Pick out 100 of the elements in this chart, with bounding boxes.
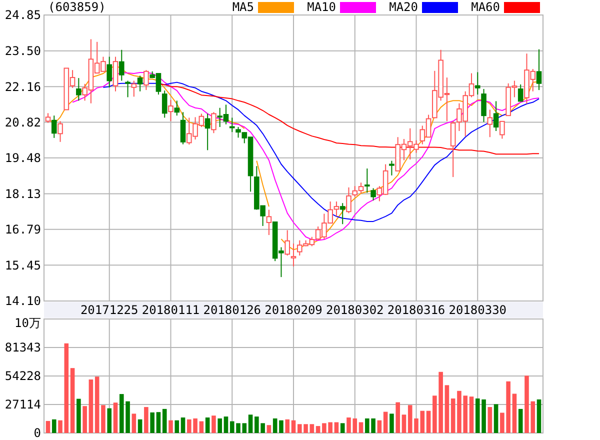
candlestick xyxy=(474,72,480,96)
bar xyxy=(383,412,388,433)
candlestick xyxy=(500,120,505,140)
legend-label: MA10 xyxy=(307,0,336,14)
y-tick-label: 0 xyxy=(34,426,41,440)
y-tick-label: 27114 xyxy=(4,398,41,412)
bar xyxy=(272,418,278,433)
candlestick xyxy=(125,80,130,98)
candlestick xyxy=(180,112,186,145)
bar xyxy=(107,408,112,433)
bar xyxy=(113,402,118,433)
bar xyxy=(64,343,69,433)
candlestick xyxy=(51,115,57,138)
candlestick xyxy=(389,160,394,176)
bar xyxy=(402,414,406,433)
y-tick-label: 16.79 xyxy=(4,222,41,237)
candlestick xyxy=(162,90,168,118)
bar xyxy=(316,426,320,433)
x-tick-label: 20171225 xyxy=(80,303,138,317)
candlestick xyxy=(536,48,542,91)
x-tick-label: 20180209 xyxy=(264,303,322,317)
y-tick-label: 22.16 xyxy=(4,80,41,94)
candlestick xyxy=(131,80,137,98)
candlestick xyxy=(58,120,63,142)
candlestick xyxy=(204,113,210,151)
candlestick xyxy=(266,209,272,236)
bar xyxy=(310,424,314,433)
bar xyxy=(70,368,75,433)
bar xyxy=(450,398,456,433)
bar xyxy=(212,416,216,433)
bar xyxy=(279,420,284,433)
bar xyxy=(340,423,345,433)
bar xyxy=(518,408,523,433)
bar xyxy=(396,402,400,433)
bar xyxy=(101,405,106,433)
candlestick xyxy=(450,120,456,178)
chart-title: (603859) xyxy=(48,0,106,14)
bar xyxy=(156,412,161,433)
bar xyxy=(88,379,94,433)
bar xyxy=(94,376,100,433)
bar xyxy=(58,420,62,433)
bar xyxy=(390,414,394,433)
legend-label: MA20 xyxy=(389,0,418,14)
candlestick xyxy=(211,112,216,134)
bar xyxy=(162,408,167,433)
bar xyxy=(144,407,148,433)
y-tick-label: 20.82 xyxy=(4,115,41,130)
bar xyxy=(334,422,339,433)
y-tick-label: 19.48 xyxy=(4,151,41,166)
candlestick xyxy=(229,117,235,133)
y-tick-label: 15.45 xyxy=(4,258,41,272)
bar xyxy=(168,420,173,433)
candlestick xyxy=(76,78,82,102)
y-tick-label: 54228 xyxy=(4,369,41,384)
bar xyxy=(150,412,154,433)
bar xyxy=(358,422,364,433)
bar xyxy=(266,425,272,433)
candlestick xyxy=(481,88,486,122)
bar xyxy=(426,410,431,433)
candlestick xyxy=(106,56,112,88)
candlestick xyxy=(284,230,290,256)
y-tick-label: 14.10 xyxy=(4,294,41,308)
candlestick xyxy=(340,202,346,225)
bar xyxy=(224,416,228,433)
y-tick-label: 81343 xyxy=(4,340,41,355)
x-tick-label: 20180302 xyxy=(326,303,384,317)
candlestick xyxy=(137,75,143,92)
bar xyxy=(536,399,542,433)
bar xyxy=(469,396,474,433)
candlestick xyxy=(118,49,124,82)
y-tick-label: 18.13 xyxy=(4,186,41,201)
bar xyxy=(444,385,450,433)
bar xyxy=(488,407,492,433)
bar xyxy=(138,419,142,433)
bar xyxy=(285,419,290,433)
x-tick-label: 20180330 xyxy=(448,303,507,317)
candlestick xyxy=(45,112,51,124)
candlestick xyxy=(346,186,352,214)
candlestick xyxy=(364,168,370,194)
candlestick xyxy=(168,99,174,122)
bar xyxy=(218,418,222,433)
bar xyxy=(52,419,56,433)
x-tick-label: 20180126 xyxy=(203,303,262,317)
candlestick xyxy=(144,70,149,91)
candlestick xyxy=(493,100,499,132)
bar xyxy=(205,417,210,433)
candlestick xyxy=(518,84,524,102)
bar xyxy=(46,420,50,433)
candlestick xyxy=(487,109,493,138)
bar xyxy=(199,421,204,433)
candlestick xyxy=(174,100,180,116)
candlestick xyxy=(290,243,296,267)
y-axis-title: 10万 xyxy=(14,316,41,330)
bar xyxy=(180,417,186,433)
y-tick-label: 23.50 xyxy=(4,44,41,58)
bar xyxy=(174,420,180,433)
bar xyxy=(82,406,87,433)
bar xyxy=(494,404,498,433)
bar xyxy=(132,414,136,433)
bar xyxy=(377,420,382,433)
